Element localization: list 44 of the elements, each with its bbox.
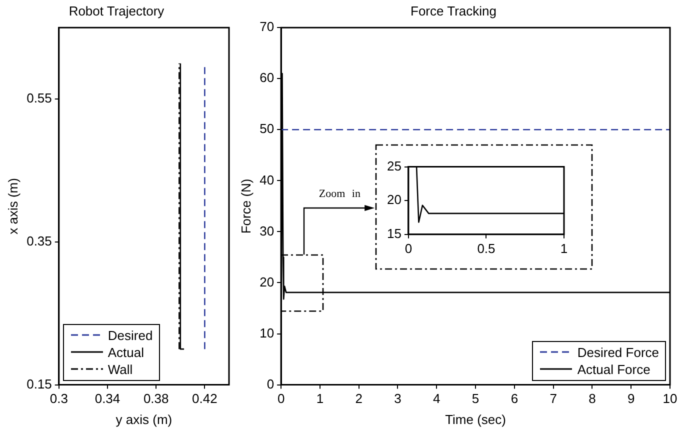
y-tick-label: 10 xyxy=(260,325,274,340)
y-tick-label: 40 xyxy=(260,172,274,188)
y-tick-label: 70 xyxy=(260,19,274,34)
y-tick-label: 50 xyxy=(260,121,274,136)
x-tick-label: 0 xyxy=(404,240,412,256)
legend-label: Actual xyxy=(108,344,144,361)
x-tick-label: 0.38 xyxy=(143,391,169,406)
y-tick-label: 25 xyxy=(386,158,402,174)
x-tick-label: 1 xyxy=(560,240,568,256)
chart-title: Robot Trajectory xyxy=(68,3,165,18)
y-axis-title: Force (N) xyxy=(238,178,254,234)
x-tick-label: 0 xyxy=(277,391,285,406)
x-tick-label: 4 xyxy=(433,391,440,406)
annotation: Zoom in xyxy=(318,188,362,200)
y-tick-label: 20 xyxy=(386,192,402,208)
y-tick-label: 0 xyxy=(266,376,274,392)
x-tick-label: 2 xyxy=(355,391,362,406)
legend-label: Actual Force xyxy=(577,360,650,378)
x-tick-label: 5 xyxy=(472,391,480,406)
x-tick-label: 7 xyxy=(550,391,557,406)
x-tick-label: 6 xyxy=(510,391,518,406)
chart-title: Force Tracking xyxy=(410,3,496,18)
legend-label: Desired xyxy=(108,326,153,344)
x-tick-label: 1 xyxy=(316,391,324,406)
y-tick-label: 60 xyxy=(260,70,274,86)
x-tick-label: 0.3 xyxy=(50,391,68,406)
legend-label: Wall xyxy=(108,360,133,378)
x-tick-label: 8 xyxy=(588,391,596,406)
x-tick-label: 3 xyxy=(394,391,402,406)
y-tick-label: 30 xyxy=(260,223,274,238)
legend-label: Desired Force xyxy=(577,344,659,361)
x-tick-label: 10 xyxy=(662,391,678,406)
x-tick-label: 9 xyxy=(627,391,635,406)
x-tick-label: 0.34 xyxy=(94,391,120,406)
y-tick-label: 15 xyxy=(386,226,402,241)
x-tick-label: 0.42 xyxy=(192,391,218,406)
y-tick-label: 0.55 xyxy=(26,90,52,106)
y-axis-title: x axis (m) xyxy=(5,178,20,234)
x-axis-title: y axis (m) xyxy=(116,412,172,427)
y-tick-label: 0.35 xyxy=(26,234,52,248)
y-tick-label: 20 xyxy=(260,274,274,290)
y-tick-label: 0.15 xyxy=(26,376,52,392)
x-axis-title: Time (sec) xyxy=(445,412,506,427)
x-tick-label: 0.5 xyxy=(477,240,496,256)
